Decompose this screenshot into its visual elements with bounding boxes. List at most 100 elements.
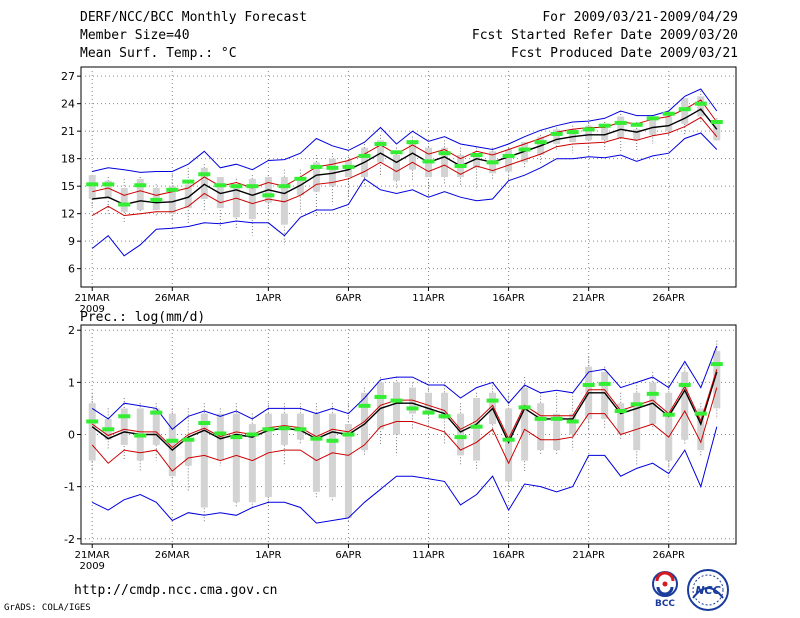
ensemble-box: [312, 413, 320, 492]
observation-marker: [406, 406, 419, 411]
ensemble-box: [200, 413, 208, 508]
series-upper-inner: [91, 369, 718, 449]
ensemble-box: [392, 155, 400, 181]
observation-marker: [86, 419, 99, 424]
fcst-started-date: Fcst Started Refer Date 2009/03/20: [471, 28, 738, 43]
ensemble-box: [280, 177, 288, 225]
ensemble-box: [248, 178, 256, 220]
forecast-period: For 2009/03/21-2009/04/29: [542, 10, 738, 25]
observation-marker: [134, 433, 147, 438]
x-tick-sublabel: 2009: [79, 561, 104, 572]
x-tick-label: 21MAR: [75, 293, 110, 304]
ensemble-box: [344, 424, 352, 518]
y-tick-label: -2: [64, 533, 75, 546]
ensemble-box: [216, 177, 224, 209]
x-tick-label: 26MAR: [155, 550, 190, 561]
x-tick-label: 21APR: [572, 550, 605, 561]
ensemble-box: [553, 129, 561, 144]
ensemble-box: [521, 142, 529, 163]
bcc-logo-text: BCC: [655, 599, 675, 608]
observation-marker: [390, 150, 403, 155]
member-size-label: Member Size=40: [80, 28, 190, 43]
ensemble-box: [136, 178, 144, 210]
observation-marker: [678, 107, 691, 112]
ensemble-box: [248, 424, 256, 503]
ensemble-box: [505, 149, 513, 172]
observation-marker: [150, 197, 163, 202]
observation-marker: [422, 159, 435, 164]
observation-marker: [166, 438, 179, 443]
ensemble-box: [441, 392, 449, 419]
ensemble-box: [569, 413, 577, 435]
observation-marker: [166, 187, 179, 192]
observation-marker: [422, 410, 435, 415]
y-tick-label: 0: [68, 429, 75, 442]
observation-marker: [710, 120, 723, 124]
ensemble-box: [633, 129, 641, 141]
ensemble-box: [264, 413, 272, 498]
ensemble-box: [473, 398, 481, 461]
observation-marker: [214, 431, 227, 436]
series-lower-outer: [91, 132, 718, 257]
observation-marker: [502, 153, 515, 158]
ensemble-box: [633, 392, 641, 451]
observation-marker: [246, 432, 259, 437]
observation-marker: [678, 382, 691, 387]
observation-marker: [582, 382, 595, 387]
chart-title: DERF/NCC/BCC Monthly Forecast: [80, 10, 307, 25]
y-tick-label: 9: [68, 235, 75, 248]
source-url[interactable]: http://cmdp.ncc.cma.gov.cn: [74, 583, 278, 598]
x-tick-label: 16APR: [492, 293, 525, 304]
y-tick-label: 24: [61, 98, 75, 111]
ensemble-box: [376, 140, 384, 163]
x-tick-label: 11APR: [412, 550, 445, 561]
observation-marker: [454, 435, 467, 440]
y-tick-label: 27: [61, 70, 75, 83]
grads-credit: GrADS: COLA/IGES: [4, 603, 91, 613]
observation-marker: [630, 402, 643, 407]
observation-marker: [502, 437, 515, 442]
observation-marker: [374, 394, 387, 399]
observation-marker: [470, 153, 483, 157]
observation-marker: [518, 147, 531, 152]
observation-marker: [86, 182, 99, 187]
observation-marker: [486, 160, 499, 165]
ensemble-box: [120, 188, 128, 212]
observation-marker: [262, 427, 275, 432]
ensemble-box: [232, 413, 240, 503]
observation-marker: [662, 412, 675, 417]
x-tick-label: 11APR: [412, 293, 445, 304]
y-tick-label: 12: [61, 208, 75, 221]
ensemble-box: [104, 180, 112, 199]
observation-marker: [342, 432, 355, 437]
ensemble-box: [681, 371, 689, 440]
ensemble-box: [184, 184, 192, 209]
variable-label: Mean Surf. Temp.: °C: [80, 46, 237, 61]
series-lower-inner: [91, 387, 718, 472]
y-tick-label: -1: [64, 481, 75, 494]
observation-marker: [534, 140, 547, 145]
y-tick-label: 2: [68, 324, 75, 337]
observation-marker: [198, 421, 211, 426]
series-upper-outer: [91, 345, 718, 431]
ensemble-box: [457, 413, 465, 456]
observation-marker: [102, 427, 115, 432]
observation-marker: [694, 101, 707, 106]
observation-marker: [310, 164, 323, 169]
x-tick-label: 1APR: [255, 550, 281, 561]
y-tick-label: 15: [61, 180, 75, 193]
observation-marker: [454, 164, 467, 168]
observation-marker: [566, 419, 579, 424]
ensemble-box: [296, 413, 304, 440]
ensemble-box: [585, 125, 593, 141]
observation-marker: [518, 405, 531, 410]
ensemble-box: [601, 123, 609, 141]
observation-marker: [358, 403, 371, 408]
observation-marker: [278, 184, 291, 189]
observation-marker: [662, 111, 675, 116]
ensemble-box: [617, 116, 625, 139]
x-tick-label: 16APR: [492, 550, 525, 561]
observation-marker: [278, 426, 291, 431]
